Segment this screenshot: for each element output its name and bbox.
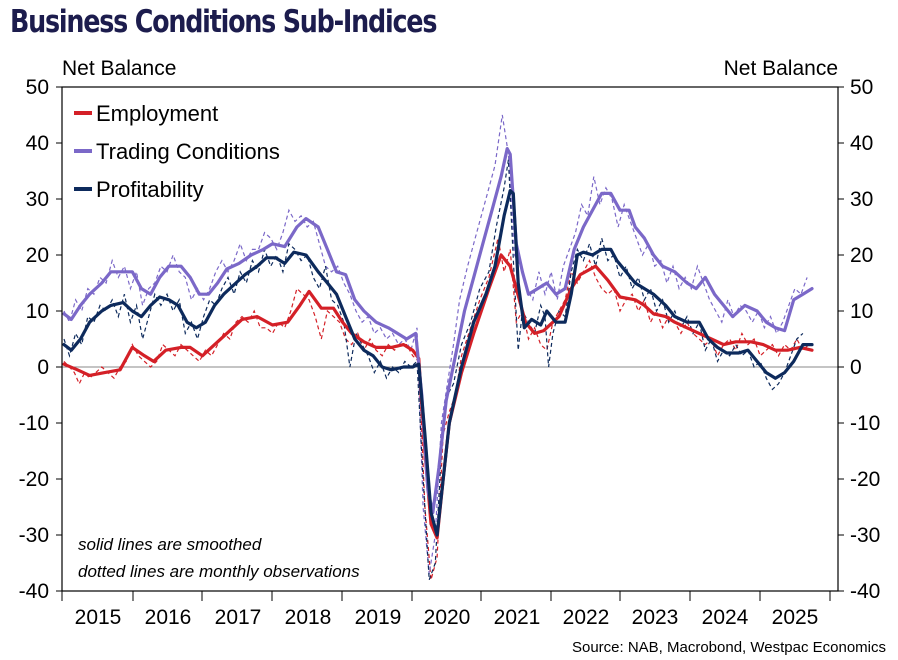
plot-frame	[61, 86, 839, 592]
y-tick-left: -40	[19, 580, 49, 603]
x-tick-label: 2023	[632, 606, 679, 629]
y-tick-left: 0	[37, 356, 49, 379]
y-tick-right: 0	[850, 356, 862, 379]
x-tick-label: 2020	[424, 606, 471, 629]
x-tick-label: 2019	[355, 606, 402, 629]
legend-label-profitability: Profitability	[96, 177, 204, 202]
y-tick-left: -10	[19, 412, 49, 435]
y-tick-left: 30	[26, 188, 49, 211]
chart-note: solid lines are smoothed dotted lines ar…	[78, 535, 360, 581]
employment-smoothed-line	[62, 253, 814, 540]
x-tick-label: 2025	[772, 606, 819, 629]
y-tick-right: -20	[850, 468, 880, 491]
profitability-smoothed-line	[62, 189, 814, 537]
y-tick-left: 10	[26, 300, 49, 323]
y-tick-right: -40	[850, 580, 880, 603]
x-tick-label: 2017	[215, 606, 262, 629]
x-tick-label: 2022	[563, 606, 610, 629]
y-tick-left: -30	[19, 524, 49, 547]
chart-title: Business Conditions Sub-Indices	[10, 4, 437, 40]
y-tick-right: 50	[850, 76, 873, 99]
x-tick-label: 2021	[494, 606, 541, 629]
legend: Employment Trading Conditions Profitabilit…	[74, 101, 280, 202]
y-tick-right: 20	[850, 244, 873, 267]
left-axis-label: Net Balance	[62, 57, 176, 80]
y-tick-right: -10	[850, 412, 880, 435]
x-tick-label: 2016	[145, 606, 192, 629]
legend-label-employment: Employment	[96, 101, 218, 126]
x-tick-label: 2018	[285, 606, 332, 629]
trading-conditions-smoothed-line	[62, 147, 814, 515]
x-tick-label: 2024	[702, 606, 749, 629]
y-tick-left: 40	[26, 132, 49, 155]
y-tick-left: 50	[26, 76, 49, 99]
y-tick-right: 10	[850, 300, 873, 323]
y-tick-right: 40	[850, 132, 873, 155]
employment-monthly-line	[63, 238, 810, 580]
source-text: Source: NAB, Macrobond, Westpac Economic…	[572, 639, 886, 656]
note-line-smoothed: solid lines are smoothed	[78, 535, 262, 554]
note-line-monthly: dotted lines are monthly observations	[78, 562, 360, 581]
y-tick-left: -20	[19, 468, 49, 491]
right-axis-label: Net Balance	[724, 57, 838, 80]
legend-label-trading-conditions: Trading Conditions	[96, 139, 280, 164]
x-tick-label: 2015	[75, 606, 122, 629]
y-tick-left: 20	[26, 244, 49, 267]
y-tick-right: 30	[850, 188, 873, 211]
y-tick-right: -30	[850, 524, 880, 547]
